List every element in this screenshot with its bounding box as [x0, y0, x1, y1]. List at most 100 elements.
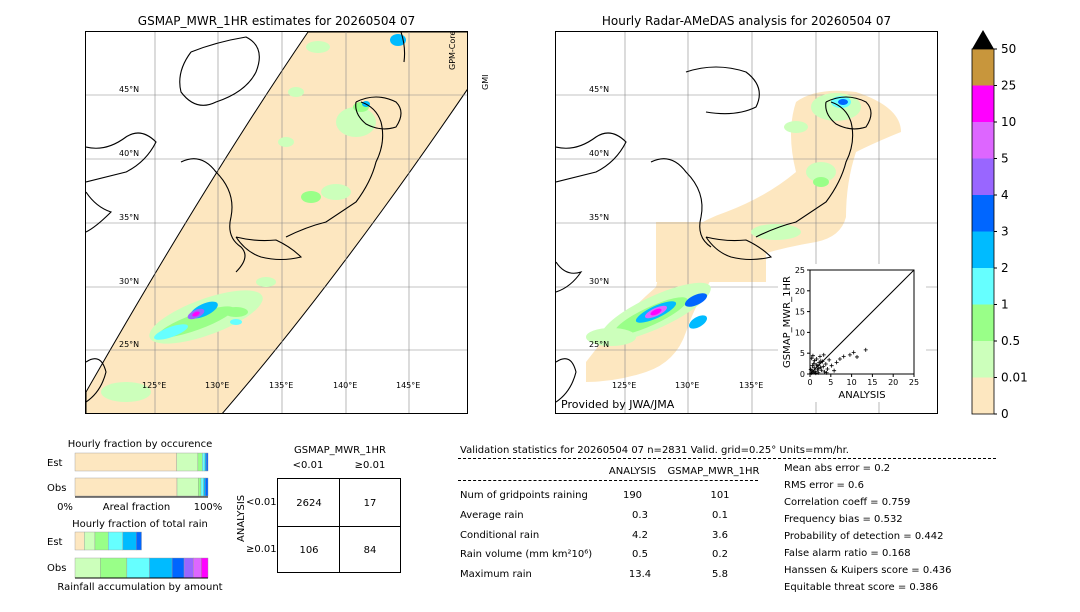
row-label-average: Average rain — [460, 510, 524, 521]
row-label-volume: Rain volume (mm km²10⁶) — [460, 549, 593, 560]
scatter-point — [821, 364, 826, 369]
scatter-xtick-label: 10 — [847, 378, 857, 387]
colorbar-over-triangle — [972, 30, 994, 49]
scatter-point — [810, 353, 815, 358]
scatter-point — [812, 365, 817, 370]
scatter-point — [832, 368, 837, 373]
colorbar-segment — [972, 377, 994, 414]
occurrence-bar-segment — [205, 477, 209, 497]
scatter-point — [855, 354, 860, 359]
colorbar-label: 4 — [1001, 188, 1009, 202]
row-analysis-conditional: 4.2 — [632, 530, 648, 541]
occurrence-cat-label: Obs — [47, 483, 66, 494]
left-map — [85, 31, 468, 414]
scatter-ytick-label: 25 — [795, 266, 805, 275]
occurrence-title: Hourly fraction by occurence — [68, 439, 212, 450]
score-mae: Mean abs error = 0.2 — [784, 463, 891, 474]
map-graticule — [86, 32, 467, 413]
row-analysis-volume: 0.5 — [632, 549, 648, 560]
total-rain-bar-segment — [108, 531, 124, 551]
occurrence-bar-segment — [203, 477, 206, 497]
row-analysis-maximum: 13.4 — [628, 569, 652, 580]
occurrence-bar-segment — [206, 452, 209, 472]
occurrence-bar-segment — [197, 452, 203, 472]
lat-label-35: 35°N — [119, 213, 140, 222]
scatter-diagonal — [809, 269, 915, 375]
occurrence-xtick-100: 100% — [194, 502, 223, 513]
lat-label-30: 30°N — [119, 277, 140, 286]
contingency-title: GSMAP_MWR_1HR — [294, 445, 386, 456]
lat-label-40: 40°N — [119, 149, 140, 158]
colorbar-label: 10 — [1001, 115, 1016, 129]
right-map-title: Hourly Radar-AMeDAS analysis for 2026050… — [601, 14, 892, 28]
colorbar-label: 5 — [1001, 152, 1009, 166]
total-rain-bar-segment — [94, 531, 109, 551]
col-gsmap: GSMAP_MWR_1HR — [667, 466, 760, 477]
occurrence-cat-label: Est — [47, 458, 63, 469]
scatter-point — [814, 357, 819, 362]
right-lat-label-40: 40°N — [589, 149, 610, 158]
occurrence-bar-segment — [176, 477, 199, 497]
total-rain-bar-segment — [149, 557, 173, 579]
total-rain-bar-segment — [74, 531, 85, 551]
scatter-point — [808, 367, 813, 372]
validation-header: Validation statistics for 20260504 07 n=… — [460, 445, 849, 456]
scatter-point — [813, 371, 818, 376]
sensor-label-gpm: GPM-Core — [448, 30, 457, 70]
total-rain-bar-segment — [126, 557, 150, 579]
colorbar-label: 0 — [1001, 407, 1009, 418]
colorbar-label: 50 — [1001, 42, 1016, 56]
scatter-point — [819, 368, 824, 373]
colorbar-label: 25 — [1001, 79, 1016, 93]
lat-label-25: 25°N — [119, 340, 140, 349]
scatter-point — [841, 354, 846, 359]
scatter-ytick-label: 0 — [800, 370, 805, 379]
scatter-point — [817, 354, 822, 359]
contingency-cell-10: 106 — [299, 545, 319, 556]
lon-label-145: 145°E — [396, 381, 421, 390]
scatter-point — [827, 357, 832, 362]
lon-label-125: 125°E — [142, 381, 167, 390]
contingency-col-lt: <0.01 — [292, 460, 324, 471]
scatter-xtick-label: 5 — [828, 378, 833, 387]
colorbar-label: 1 — [1001, 298, 1009, 312]
contingency-cell-00: 2624 — [296, 498, 322, 509]
scatter-plot: 0 5 10 15 20 25 0 5 10 15 20 25 ANALYSIS GSMAP_MWR_1H… — [782, 266, 919, 401]
colorbar-segment — [972, 231, 994, 268]
score-ets: Equitable threat score = 0.386 — [784, 582, 939, 593]
scatter-point — [811, 361, 816, 366]
total-rain-xlabel: Rainfall accumulation by amount — [57, 582, 222, 593]
total-rain-bar-segment — [135, 531, 142, 551]
score-freq-bias: Frequency bias = 0.532 — [784, 514, 903, 525]
contingency-cell-11: 84 — [363, 545, 377, 556]
lon-label-130: 130°E — [205, 381, 230, 390]
scatter-point — [816, 366, 821, 371]
total-rain-cat-label: Est — [47, 537, 63, 548]
scatter-point — [851, 350, 856, 355]
row-gsmap-conditional: 3.6 — [712, 530, 728, 541]
colorbar-segment — [972, 341, 994, 378]
occurrence-xlabel: Areal fraction — [103, 502, 170, 513]
coastlines — [86, 32, 406, 403]
row-gsmap-gridpoints: 101 — [710, 490, 730, 501]
scatter-point — [829, 363, 834, 368]
lon-label-135: 135°E — [269, 381, 294, 390]
row-label-gridpoints: Num of gridpoints raining — [460, 490, 588, 501]
colorbar-label: 0.5 — [1001, 334, 1020, 348]
scatter-point — [825, 367, 830, 372]
score-corr: Correlation coeff = 0.759 — [784, 497, 911, 508]
row-gsmap-average: 0.1 — [712, 510, 728, 521]
scatter-point — [824, 370, 829, 375]
scatter-ytick-label: 20 — [795, 287, 805, 296]
right-map-canvas — [556, 32, 937, 413]
total-rain-bar-segment — [183, 557, 194, 579]
colorbar-label: 2 — [1001, 261, 1009, 275]
scatter-point — [812, 358, 817, 363]
right-lat-label-35: 35°N — [589, 213, 610, 222]
scatter-xtick-label: 15 — [867, 378, 877, 387]
occurrence-bar-segment — [74, 452, 177, 472]
lon-label-140: 140°E — [333, 381, 358, 390]
score-far: False alarm ratio = 0.168 — [784, 548, 911, 559]
contingency-vline — [339, 479, 340, 572]
contingency-row-lt: <0.01 — [246, 497, 277, 508]
